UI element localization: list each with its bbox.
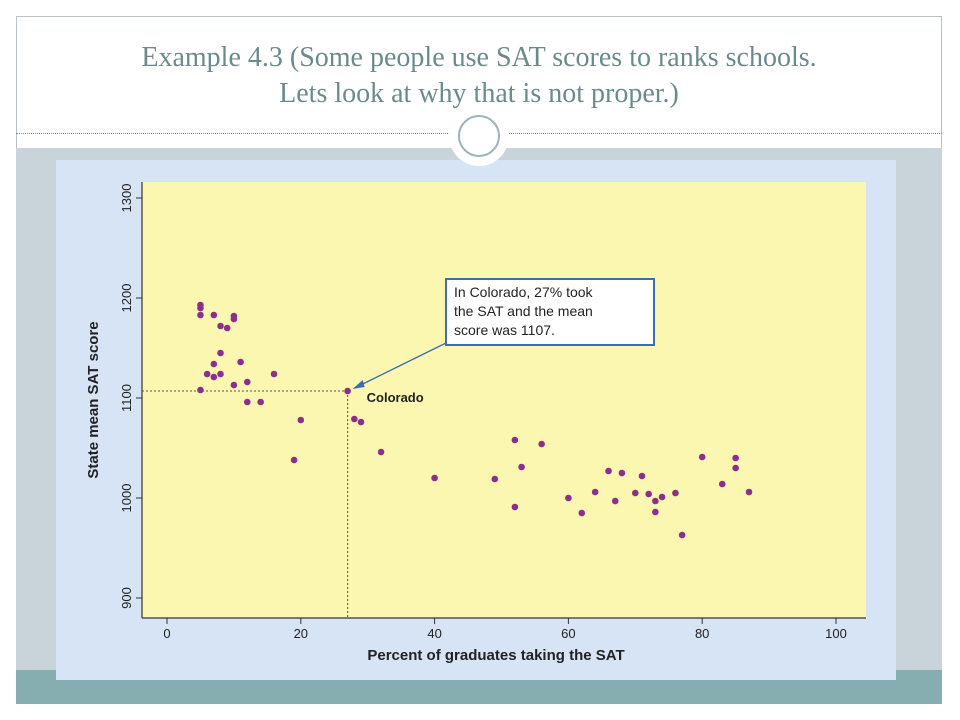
- data-point-27: [491, 475, 499, 483]
- x-tick-label-20: 20: [294, 626, 308, 641]
- data-point-1: [197, 304, 204, 312]
- y-tick-label-1200: 1200: [119, 284, 134, 313]
- x-tick-label-80: 80: [695, 626, 709, 641]
- data-point-2: [197, 311, 204, 319]
- data-point-39: [638, 472, 646, 480]
- data-point-41: [652, 497, 659, 505]
- data-point-25: [377, 448, 385, 456]
- data-point-19: [257, 398, 264, 406]
- annotation-box: [445, 278, 655, 346]
- data-point-37: [618, 469, 626, 477]
- data-point-14: [230, 381, 238, 389]
- data-point-43: [658, 493, 666, 501]
- data-point-7: [230, 315, 238, 323]
- data-point-10: [237, 358, 244, 366]
- data-point-42: [652, 508, 659, 516]
- annotation-line-2: the SAT and the mean: [454, 303, 593, 319]
- y-tick-label-1300: 1300: [119, 184, 134, 213]
- data-point-28: [511, 436, 519, 444]
- annotation-line-3: score was 1107.: [454, 322, 555, 338]
- data-point-33: [578, 509, 586, 517]
- slide-title-line-2: Lets look at why that is not proper.): [279, 78, 679, 109]
- data-point-44: [672, 489, 679, 497]
- data-point-18: [243, 398, 251, 406]
- data-point-48: [732, 454, 739, 462]
- data-point-35: [605, 467, 612, 475]
- data-point-34: [591, 488, 599, 496]
- data-point-17: [270, 370, 278, 378]
- y-tick-label-1100: 1100: [119, 384, 134, 412]
- data-point-22: [344, 387, 351, 395]
- x-tick-label-0: 0: [163, 626, 170, 641]
- annotation-arrow-head: [352, 380, 365, 389]
- x-axis-title: Percent of graduates taking the SAT: [367, 647, 624, 664]
- data-point-9: [210, 360, 218, 368]
- slide-title-line-1: Example 4.3 (Some people use SAT scores …: [141, 42, 817, 73]
- data-point-32: [565, 494, 572, 502]
- annotation-line-1: In Colorado, 27% took: [454, 284, 594, 300]
- data-point-16: [197, 386, 204, 394]
- x-tick-label-60: 60: [561, 626, 575, 641]
- data-point-50: [745, 488, 753, 496]
- chart-figure: 0 20 40 60 80 100 900 1000 1100 1200 1300 Percent o…: [56, 160, 896, 680]
- data-point-26: [431, 474, 438, 482]
- data-point-24: [357, 418, 365, 426]
- data-point-8: [217, 349, 224, 357]
- data-point-4: [217, 322, 224, 330]
- y-tick-label-1000: 1000: [119, 484, 134, 513]
- data-point-13: [217, 370, 224, 378]
- data-point-49: [732, 464, 739, 472]
- x-tick-label-100: 100: [825, 626, 847, 641]
- y-axis-title: State mean SAT score: [85, 321, 102, 478]
- data-point-23: [351, 415, 358, 423]
- slide-title: Example 4.3 (Some people use SAT scores …: [16, 40, 942, 112]
- data-point-15: [243, 378, 251, 386]
- decorative-circle-ring: [458, 115, 500, 157]
- data-point-47: [718, 480, 726, 488]
- data-point-31: [538, 440, 545, 448]
- scatter-chart: 0 20 40 60 80 100 900 1000 1100 1200 1300 Percent o…: [85, 182, 866, 664]
- data-point-38: [632, 489, 639, 497]
- x-tick-label-40: 40: [427, 626, 441, 641]
- data-point-5: [223, 324, 231, 332]
- data-point-11: [203, 370, 211, 378]
- data-point-36: [611, 497, 619, 505]
- data-point-20: [297, 416, 305, 424]
- data-point-46: [698, 453, 706, 461]
- data-point-3: [210, 311, 218, 319]
- data-point-40: [645, 490, 652, 498]
- colorado-label: Colorado: [367, 390, 424, 405]
- y-tick-label-900: 900: [119, 587, 134, 609]
- annotation-arrow-line: [354, 342, 447, 389]
- data-point-29: [518, 463, 525, 471]
- data-point-30: [511, 503, 519, 511]
- data-point-21: [290, 456, 298, 464]
- plot-area: [142, 182, 866, 618]
- data-point-45: [678, 531, 686, 539]
- data-point-12: [210, 373, 218, 381]
